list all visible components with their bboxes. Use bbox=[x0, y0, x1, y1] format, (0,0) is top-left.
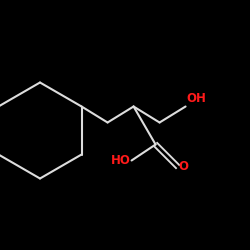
Text: O: O bbox=[179, 160, 189, 173]
Text: OH: OH bbox=[187, 92, 207, 105]
Text: HO: HO bbox=[110, 154, 130, 167]
